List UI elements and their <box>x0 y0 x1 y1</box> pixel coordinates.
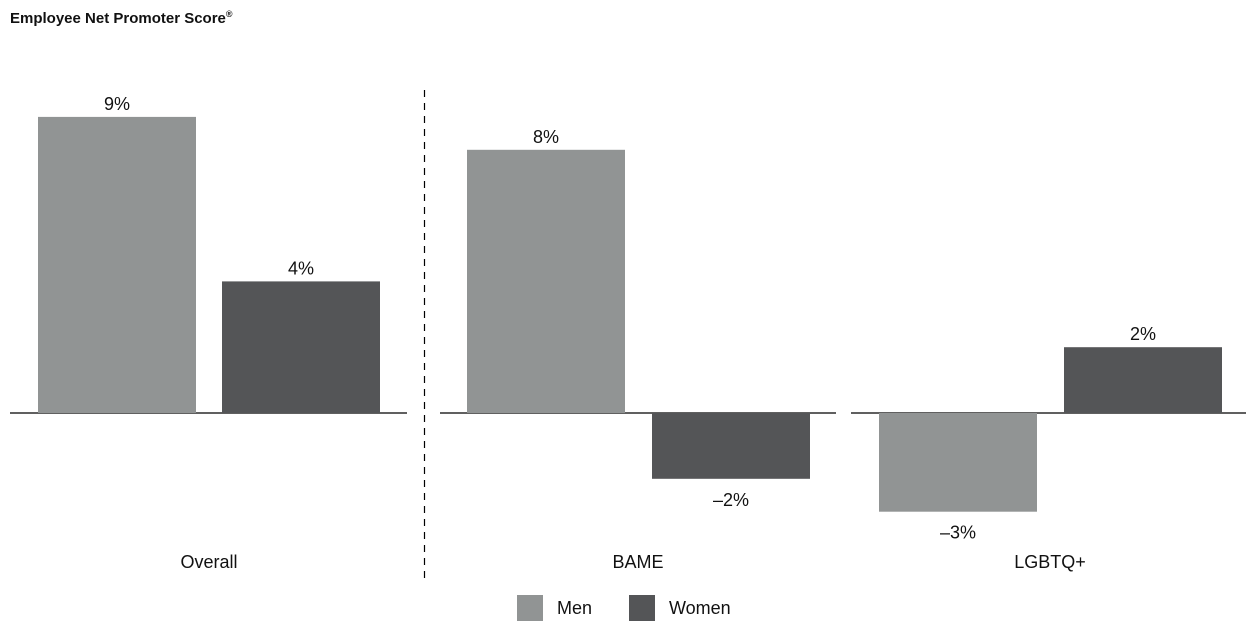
category-label-bame: BAME <box>612 552 663 572</box>
legend-item-men: Men <box>517 595 592 621</box>
chart-title-text: Employee Net Promoter Score <box>10 10 226 27</box>
legend-swatch-women <box>629 595 655 621</box>
bar-men-bame <box>467 149 625 414</box>
data-label-men-lgbtq: –3% <box>940 523 976 543</box>
bar-women-lgbtq <box>1064 347 1222 413</box>
legend-swatch-men <box>517 595 543 621</box>
bar-men-overall <box>38 116 196 414</box>
bar-chart: 9% 4% Overall 8% –2% BAME –3% 2% LGBTQ+ <box>10 90 1246 578</box>
category-label-lgbtq: LGBTQ+ <box>1014 552 1086 572</box>
category-label-overall: Overall <box>180 552 237 572</box>
bar-women-overall <box>222 281 380 413</box>
data-label-women-overall: 4% <box>288 258 314 278</box>
legend: Men Women <box>0 595 1247 623</box>
data-label-women-lgbtq: 2% <box>1130 324 1156 344</box>
data-label-women-bame: –2% <box>713 490 749 510</box>
legend-label-women: Women <box>669 597 731 618</box>
data-label-men-overall: 9% <box>104 94 130 114</box>
legend-item-women: Women <box>629 595 731 621</box>
chart-title: Employee Net Promoter Score® <box>10 9 233 27</box>
legend-label-men: Men <box>557 597 593 618</box>
data-label-men-bame: 8% <box>533 127 559 147</box>
bar-men-lgbtq <box>879 413 1037 512</box>
registered-mark: ® <box>225 9 233 19</box>
bar-women-bame <box>652 413 810 479</box>
